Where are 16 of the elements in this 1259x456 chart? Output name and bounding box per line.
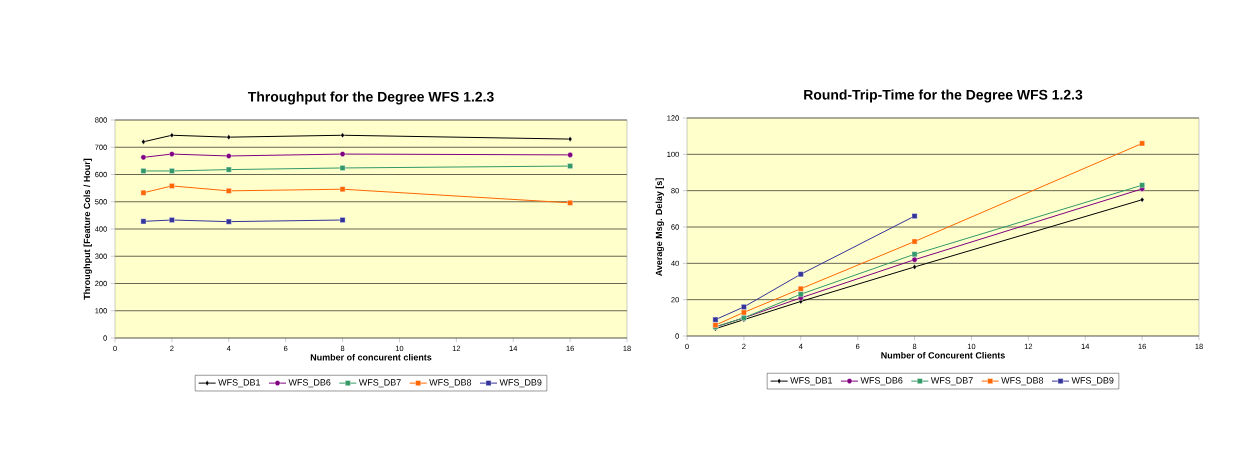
- chart-title: Round-Trip-Time for the Degree WFS 1.2.3: [804, 89, 1083, 103]
- legend-label: WFS_DB1: [790, 377, 833, 386]
- legend-label: WFS_DB9: [1071, 377, 1114, 386]
- chart-title: Throughput for the Degree WFS 1.2.3: [247, 91, 494, 105]
- legend-label: WFS_DB6: [860, 377, 903, 386]
- legend-label: WFS_DB9: [499, 379, 542, 388]
- legend-label: WFS_DB7: [358, 379, 401, 388]
- y-axis-title: Average Msg. Delay [s]: [655, 178, 664, 277]
- legend-label: WFS_DB1: [218, 379, 261, 388]
- legend-label: WFS_DB7: [930, 377, 973, 386]
- legend-label: WFS_DB8: [1001, 377, 1044, 386]
- legend-label: WFS_DB8: [429, 379, 472, 388]
- x-axis-title: Number of concurent clients: [310, 353, 432, 361]
- legend-label: WFS_DB6: [288, 379, 331, 388]
- x-axis-title: Number of Concurent Clients: [881, 351, 1005, 359]
- y-axis-title: Throughput [Feature Cols / Hour]: [83, 158, 92, 300]
